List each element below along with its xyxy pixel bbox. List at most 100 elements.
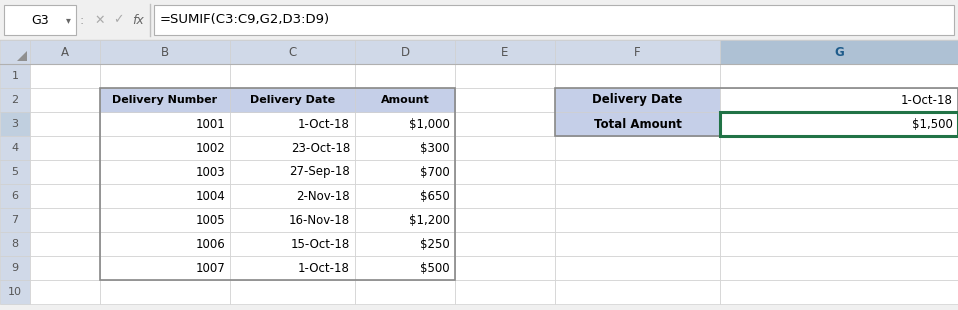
Text: 1007: 1007 — [195, 262, 225, 274]
Text: D: D — [400, 46, 410, 59]
Bar — [230, 208, 355, 232]
Text: B: B — [161, 46, 169, 59]
Bar — [720, 64, 958, 88]
Bar — [720, 232, 958, 256]
Text: 1: 1 — [11, 71, 18, 81]
Bar — [720, 160, 958, 184]
Bar — [100, 88, 230, 112]
Bar — [0, 64, 30, 88]
Bar — [0, 136, 30, 160]
Bar — [355, 112, 455, 136]
Bar — [100, 280, 230, 304]
Bar — [720, 184, 958, 208]
Bar — [230, 160, 355, 184]
Text: 5: 5 — [11, 167, 18, 177]
Bar — [455, 88, 555, 112]
Bar — [455, 280, 555, 304]
Bar — [230, 136, 355, 160]
Text: G: G — [834, 46, 844, 59]
Text: Total Amount: Total Amount — [594, 117, 681, 131]
Bar — [455, 40, 555, 64]
Text: 4: 4 — [11, 143, 18, 153]
Text: 23-Oct-18: 23-Oct-18 — [290, 141, 350, 154]
Bar — [0, 184, 30, 208]
Text: 1004: 1004 — [195, 189, 225, 202]
Bar — [555, 160, 720, 184]
Text: 15-Oct-18: 15-Oct-18 — [290, 237, 350, 250]
Bar — [720, 112, 958, 136]
Bar — [455, 160, 555, 184]
Text: 2: 2 — [11, 95, 18, 105]
Bar — [720, 88, 958, 112]
Bar — [4, 5, 76, 35]
Text: =SUMIF(C3:C9,G2,D3:D9): =SUMIF(C3:C9,G2,D3:D9) — [160, 14, 331, 26]
Bar — [100, 136, 230, 160]
Bar — [100, 256, 230, 280]
Text: $1,000: $1,000 — [409, 117, 450, 131]
Text: Delivery Date: Delivery Date — [250, 95, 335, 105]
Text: 1006: 1006 — [195, 237, 225, 250]
Text: $1,200: $1,200 — [409, 214, 450, 227]
Bar — [100, 64, 230, 88]
Bar — [30, 88, 100, 112]
Bar — [100, 88, 455, 280]
Bar — [555, 88, 958, 136]
Bar — [355, 256, 455, 280]
Text: ✕: ✕ — [95, 14, 105, 26]
Bar — [0, 232, 30, 256]
Bar — [455, 64, 555, 88]
Bar — [30, 64, 100, 88]
Bar — [0, 0, 958, 40]
Bar — [720, 40, 958, 64]
Text: 6: 6 — [11, 191, 18, 201]
Text: 10: 10 — [8, 287, 22, 297]
Text: 1005: 1005 — [195, 214, 225, 227]
Bar — [0, 208, 30, 232]
Bar — [230, 88, 355, 112]
Bar — [555, 112, 720, 136]
Bar — [30, 40, 100, 64]
Bar — [720, 112, 958, 136]
Text: A: A — [61, 46, 69, 59]
Bar — [230, 280, 355, 304]
Bar — [455, 232, 555, 256]
Bar — [30, 280, 100, 304]
Bar — [100, 40, 230, 64]
Text: 1-Oct-18: 1-Oct-18 — [298, 117, 350, 131]
Text: fx: fx — [132, 14, 144, 26]
Bar — [555, 136, 720, 160]
Text: $650: $650 — [421, 189, 450, 202]
Bar — [0, 40, 30, 64]
Text: 1001: 1001 — [195, 117, 225, 131]
Bar — [355, 88, 455, 112]
Bar — [30, 184, 100, 208]
Text: ▾: ▾ — [65, 15, 71, 25]
Bar — [230, 40, 355, 64]
Bar — [720, 136, 958, 160]
Text: 8: 8 — [11, 239, 18, 249]
Polygon shape — [17, 51, 27, 61]
Text: G3: G3 — [32, 14, 49, 26]
Bar — [555, 40, 720, 64]
Text: 3: 3 — [11, 119, 18, 129]
Bar — [230, 184, 355, 208]
Text: E: E — [501, 46, 509, 59]
Bar — [30, 256, 100, 280]
Bar — [555, 88, 720, 112]
Bar — [0, 88, 30, 112]
Text: $500: $500 — [421, 262, 450, 274]
Bar — [555, 184, 720, 208]
Bar — [555, 256, 720, 280]
Bar — [355, 208, 455, 232]
Bar — [455, 112, 555, 136]
Bar — [154, 5, 954, 35]
Bar — [100, 88, 230, 112]
Bar — [100, 184, 230, 208]
Bar — [720, 208, 958, 232]
Text: 1-Oct-18: 1-Oct-18 — [298, 262, 350, 274]
Bar — [30, 112, 100, 136]
Bar — [230, 88, 355, 112]
Bar — [555, 64, 720, 88]
Bar — [555, 280, 720, 304]
Text: $700: $700 — [421, 166, 450, 179]
